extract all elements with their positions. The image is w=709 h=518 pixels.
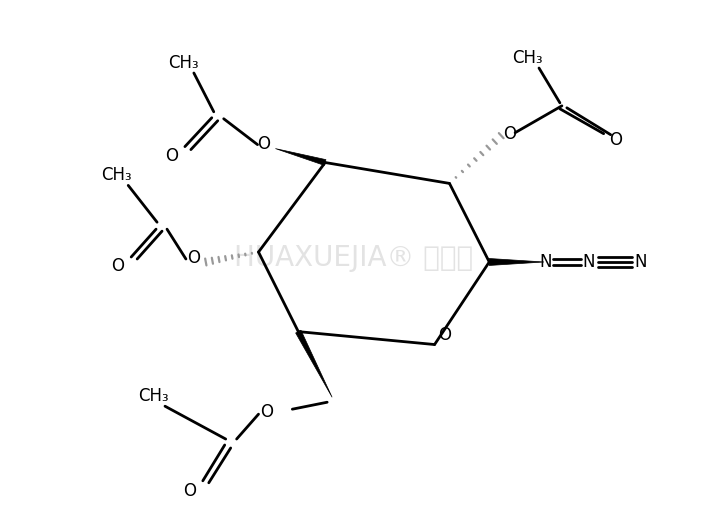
Text: N: N xyxy=(635,253,647,271)
Text: O: O xyxy=(260,403,273,421)
Text: O: O xyxy=(503,125,515,142)
Polygon shape xyxy=(275,149,326,165)
Text: O: O xyxy=(438,326,451,343)
Text: O: O xyxy=(165,147,179,165)
Text: O: O xyxy=(111,257,124,275)
Text: O: O xyxy=(184,482,196,500)
Polygon shape xyxy=(296,330,332,397)
Text: O: O xyxy=(257,135,270,153)
Text: HUAXUEJIA® 化学加: HUAXUEJIA® 化学加 xyxy=(235,244,474,272)
Text: CH₃: CH₃ xyxy=(138,387,169,405)
Text: N: N xyxy=(583,253,595,271)
Text: N: N xyxy=(540,253,552,271)
Text: CH₃: CH₃ xyxy=(169,54,199,72)
Text: CH₃: CH₃ xyxy=(101,166,132,184)
Text: O: O xyxy=(609,131,622,149)
Polygon shape xyxy=(489,258,544,265)
Text: O: O xyxy=(187,249,201,267)
Text: CH₃: CH₃ xyxy=(512,49,542,67)
